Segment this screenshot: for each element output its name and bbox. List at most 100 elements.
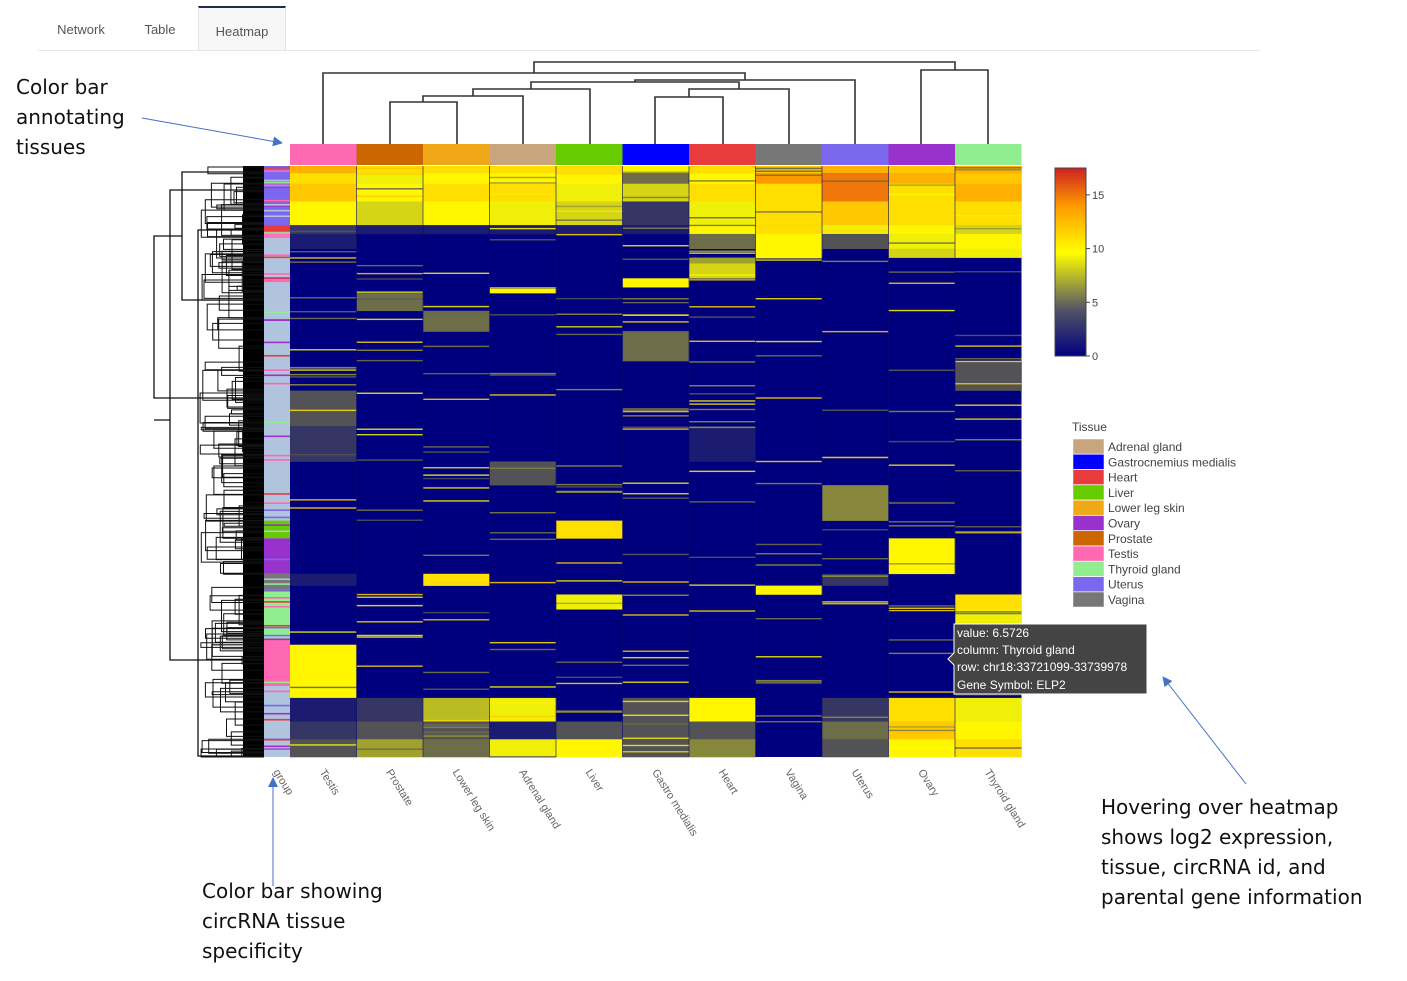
heatmap-cell[interactable] (755, 585, 823, 595)
heatmap-cell[interactable] (888, 201, 956, 226)
heatmap-cell[interactable] (822, 166, 889, 174)
heatmap-cell[interactable] (290, 225, 357, 235)
heatmap-cell[interactable] (622, 225, 690, 235)
heatmap-cell[interactable] (556, 166, 623, 174)
tab-table[interactable]: Table (144, 22, 176, 37)
heatmap-cell[interactable] (290, 183, 357, 202)
heatmap-cell[interactable] (290, 173, 357, 185)
legend-swatch[interactable] (1072, 454, 1105, 470)
heatmap-cell[interactable] (822, 721, 889, 740)
heatmap-cell[interactable] (423, 201, 490, 226)
heatmap-cell[interactable] (489, 225, 557, 235)
heatmap-cell[interactable] (423, 310, 490, 332)
heatmap-cell[interactable] (755, 201, 823, 226)
heatmap-cell[interactable] (689, 257, 756, 264)
heatmap-cell[interactable] (622, 739, 690, 758)
heatmap-cell[interactable] (290, 201, 357, 226)
heatmap-cell[interactable] (822, 485, 889, 521)
heatmap-cell[interactable] (556, 201, 623, 226)
heatmap-cell[interactable] (423, 166, 490, 174)
heatmap-cell[interactable] (689, 263, 756, 279)
heatmap-cell[interactable] (356, 166, 424, 174)
heatmap-cell[interactable] (689, 697, 756, 722)
heatmap-cell[interactable] (955, 201, 1022, 226)
heatmap-cell[interactable] (290, 697, 357, 722)
legend-swatch[interactable] (1072, 591, 1105, 608)
heatmap-cell[interactable] (689, 225, 756, 235)
legend-item-label[interactable]: Prostate (1108, 532, 1153, 546)
heatmap-cell[interactable] (888, 248, 956, 258)
legend-item-label[interactable]: Uterus (1108, 578, 1143, 592)
legend-swatch[interactable] (1072, 530, 1105, 547)
heatmap-cell[interactable] (955, 721, 1022, 740)
heatmap-cell[interactable] (489, 183, 557, 202)
legend-swatch[interactable] (1072, 469, 1105, 485)
heatmap-cell[interactable] (556, 225, 623, 235)
heatmap-cell[interactable] (622, 278, 690, 288)
heatmap-cell[interactable] (423, 739, 490, 758)
heatmap-cell[interactable] (689, 201, 756, 226)
heatmap-cell[interactable] (622, 166, 690, 174)
tab-network[interactable]: Network (57, 22, 105, 37)
heatmap-cell[interactable] (755, 233, 823, 250)
heatmap-cell[interactable] (755, 183, 823, 202)
heatmap-cell[interactable] (356, 183, 424, 202)
heatmap-cell[interactable] (822, 201, 889, 226)
legend-item-label[interactable]: Adrenal gland (1108, 440, 1182, 454)
heatmap-cell[interactable] (689, 166, 756, 174)
heatmap-cell[interactable] (822, 173, 889, 185)
heatmap-cell[interactable] (755, 225, 823, 235)
heatmap-cell[interactable] (290, 573, 357, 586)
heatmap-cell[interactable] (955, 594, 1022, 610)
legend-item-label[interactable]: Testis (1108, 547, 1139, 561)
heatmap-cell[interactable] (423, 573, 490, 586)
legend-swatch[interactable] (1072, 438, 1105, 455)
heatmap-cell[interactable] (290, 166, 357, 174)
heatmap-cell[interactable] (356, 739, 424, 758)
tab-heatmap[interactable]: Heatmap (198, 6, 286, 50)
heatmap-cell[interactable] (489, 461, 557, 486)
heatmap-cell[interactable] (489, 697, 557, 722)
heatmap-cell[interactable] (955, 225, 1022, 235)
heatmap-cell[interactable] (622, 201, 690, 226)
heatmap-cell[interactable] (489, 173, 557, 185)
heatmap-cell[interactable] (822, 739, 889, 758)
heatmap-cell[interactable] (356, 721, 424, 740)
heatmap-cell[interactable] (622, 331, 690, 362)
heatmap-cell[interactable] (689, 183, 756, 202)
legend-swatch[interactable] (1072, 545, 1105, 562)
legend-item-label[interactable]: Lower leg skin (1108, 501, 1185, 515)
heatmap-cell[interactable] (689, 233, 756, 250)
heatmap-cell[interactable] (556, 183, 623, 202)
heatmap-cell[interactable] (888, 183, 956, 202)
heatmap-cell[interactable] (556, 739, 623, 758)
heatmap-cell[interactable] (888, 233, 956, 250)
heatmap-cell[interactable] (489, 201, 557, 226)
legend-item-label[interactable]: Heart (1108, 471, 1138, 485)
heatmap-cell[interactable] (423, 225, 490, 235)
heatmap-cell[interactable] (290, 721, 357, 740)
heatmap-cell[interactable] (622, 721, 690, 740)
legend-swatch[interactable] (1072, 561, 1105, 577)
heatmap-cell[interactable] (955, 233, 1022, 250)
heatmap-cell[interactable] (888, 538, 956, 575)
legend-item-label[interactable]: Gastrocnemius medialis (1108, 455, 1236, 469)
legend-item-label[interactable]: Thyroid gland (1108, 562, 1181, 576)
heatmap-cell[interactable] (556, 594, 623, 610)
heatmap-cell[interactable] (955, 697, 1022, 722)
heatmap-cell[interactable] (556, 173, 623, 185)
heatmap-cell[interactable] (689, 739, 756, 758)
heatmap-cell[interactable] (822, 183, 889, 202)
legend-swatch[interactable] (1072, 576, 1105, 592)
heatmap-cell[interactable] (888, 173, 956, 185)
heatmap-cell[interactable] (290, 426, 357, 462)
heatmap-cell[interactable] (822, 233, 889, 250)
heatmap-cell[interactable] (290, 390, 357, 427)
heatmap-cell[interactable] (955, 173, 1022, 185)
heatmap-cell[interactable] (356, 225, 424, 235)
heatmap-cell[interactable] (356, 293, 424, 312)
heatmap-cell[interactable] (423, 173, 490, 185)
heatmap-cell[interactable] (888, 166, 956, 174)
heatmap-matrix[interactable] (290, 166, 1022, 758)
